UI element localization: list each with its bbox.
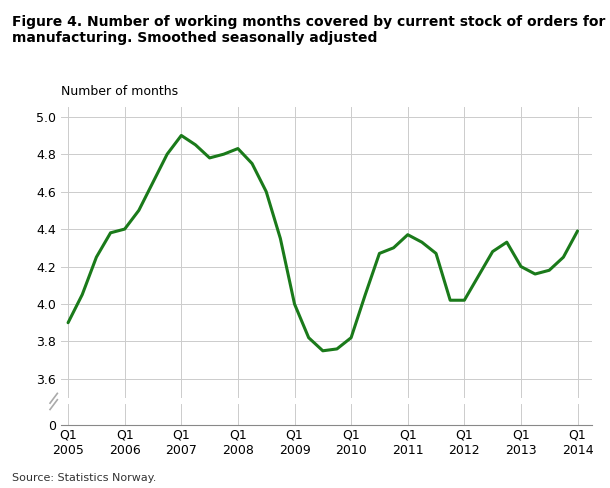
Text: Figure 4. Number of working months covered by current stock of orders for
manufa: Figure 4. Number of working months cover…	[12, 15, 606, 45]
Text: Number of months: Number of months	[61, 84, 178, 98]
Text: Source: Statistics Norway.: Source: Statistics Norway.	[12, 473, 157, 483]
